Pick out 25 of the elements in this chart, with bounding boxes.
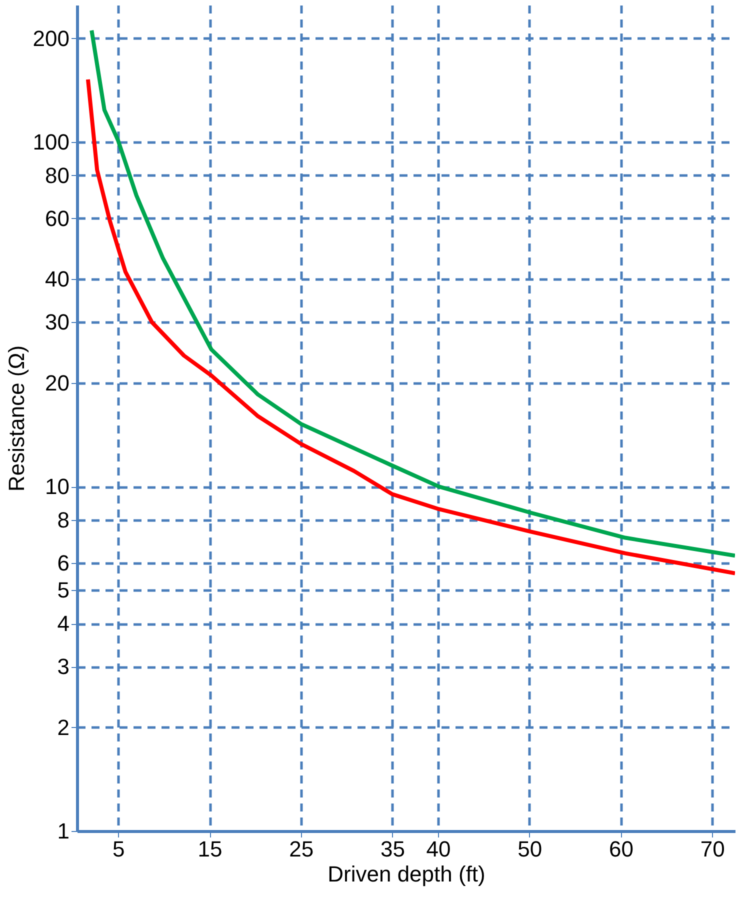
y-tick-label: 8 (57, 507, 70, 532)
x-tick-label: 50 (518, 836, 542, 862)
y-tick-label: 2 (57, 714, 70, 740)
y-tick-label: 3 (57, 654, 70, 680)
y-tick-label: 80 (45, 162, 70, 188)
y-tick-label: 6 (57, 550, 70, 576)
y-tick-label: 40 (45, 266, 70, 292)
x-tick-label: 5 (112, 836, 125, 862)
x-tick-label: 15 (198, 836, 222, 862)
y-tick-label: 60 (45, 206, 70, 231)
x-tick-label: 70 (700, 836, 725, 862)
x-tick-label: 60 (609, 836, 634, 862)
y-tick-label: 5 (57, 578, 70, 603)
y-tick-label: 30 (45, 310, 70, 335)
y-tick-label: 1 (57, 818, 70, 844)
x-tick-label: 40 (426, 836, 451, 862)
y-tick-label: 100 (32, 130, 70, 155)
y-axis-title: Resistance (Ω) (4, 345, 29, 492)
x-tick-label: 35 (380, 836, 406, 862)
y-tick-label: 200 (32, 26, 70, 51)
x-axis-title: Driven depth (ft) (328, 862, 486, 886)
y-tick-label: 4 (57, 611, 70, 636)
x-tick-label: 25 (289, 836, 314, 862)
y-tick-label: 10 (45, 474, 70, 500)
y-tick-label: 20 (45, 370, 70, 396)
